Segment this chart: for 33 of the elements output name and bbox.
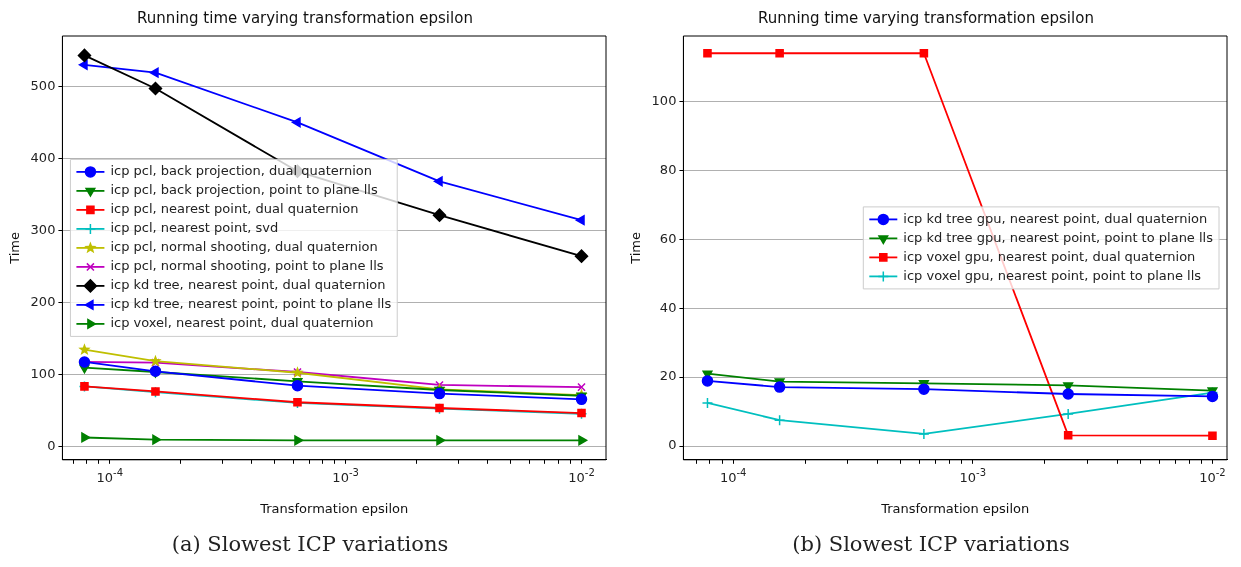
- y-tick-label: 300: [30, 221, 56, 237]
- y-tick-label: 100: [651, 92, 677, 108]
- legend-label: icp voxel gpu, nearest point, point to plane lls: [903, 267, 1202, 283]
- legend-label: icp pcl, normal shooting, point to plane lls: [110, 258, 384, 274]
- legend-label: icp kd tree gpu, nearest point, dual quaternion: [903, 210, 1208, 226]
- y-axis-title: Time: [628, 231, 644, 265]
- y-tick-label: 200: [30, 293, 56, 309]
- text: (a) Slowest ICP variations: [170, 532, 450, 556]
- y-tick-label: 100: [30, 365, 56, 381]
- legend-label: icp pcl, back projection, point to plane lls: [110, 182, 378, 198]
- chart-title: Running time varying transformation epsilon: [137, 8, 473, 27]
- legend-label: icp kd tree, nearest point, point to plane lls: [110, 296, 392, 312]
- y-tick-label: 0: [47, 437, 56, 453]
- legend-label: icp pcl, normal shooting, dual quaternion: [110, 239, 378, 255]
- legend-label: icp pcl, nearest point, svd: [110, 220, 279, 236]
- x-axis-title: Transformation epsilon: [259, 500, 409, 516]
- y-tick-label: 60: [659, 230, 677, 246]
- y-tick-label: 500: [30, 77, 56, 93]
- legend-label: icp kd tree gpu, nearest point, point to plane lls: [903, 229, 1214, 245]
- x-axis-title: Transformation epsilon: [880, 500, 1030, 516]
- legend-label: icp kd tree, nearest point, dual quaternion: [110, 277, 386, 293]
- legend-label: icp voxel, nearest point, dual quaternion: [110, 315, 374, 331]
- chart-title: Running time varying transformation epsilon: [758, 8, 1094, 27]
- y-tick-label: 40: [659, 299, 677, 315]
- y-tick-label: 80: [659, 161, 677, 177]
- y-tick-label: 0: [668, 437, 677, 453]
- legend-label: icp pcl, nearest point, dual quaternion: [110, 201, 359, 217]
- legend-label: icp voxel gpu, nearest point, dual quaternion: [903, 248, 1196, 264]
- y-axis-title: Time: [7, 231, 23, 265]
- legend-label: icp pcl, back projection, dual quaternion: [110, 163, 372, 179]
- y-tick-label: 20: [659, 368, 677, 384]
- y-tick-label: 400: [30, 149, 56, 165]
- text: (b) Slowest ICP variations: [791, 532, 1071, 556]
